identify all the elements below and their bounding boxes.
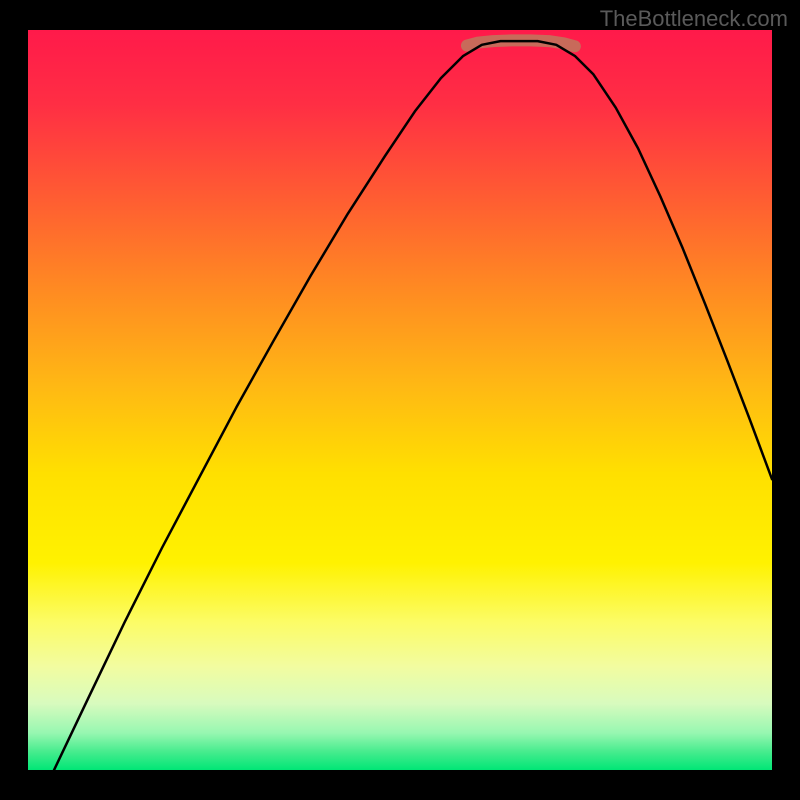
plot-area xyxy=(28,30,772,770)
curve-layer xyxy=(28,30,772,770)
watermark-text: TheBottleneck.com xyxy=(600,6,788,32)
bottleneck-curve-path xyxy=(54,41,772,770)
